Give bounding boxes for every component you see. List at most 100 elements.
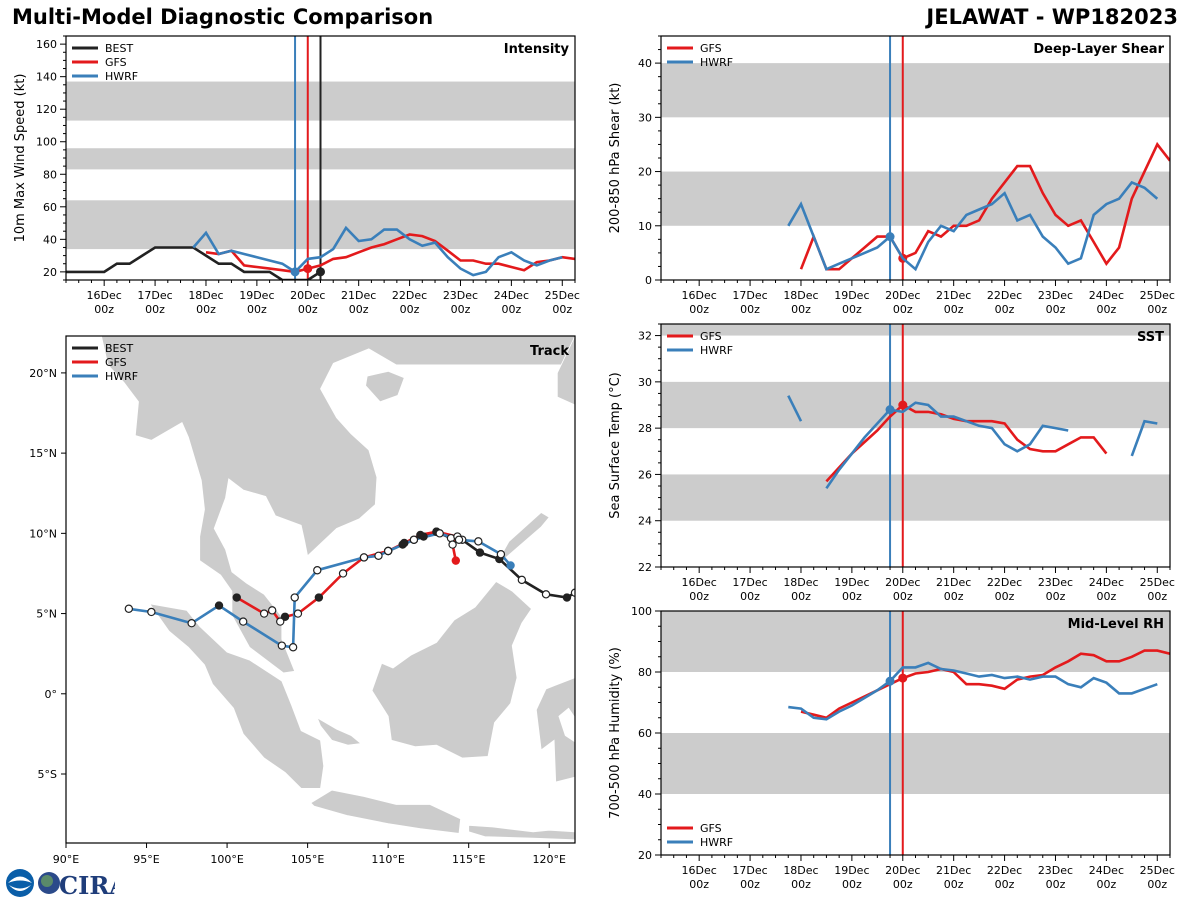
x-tick-label-day: 20Dec	[885, 289, 920, 302]
y-tick-label: 80	[638, 666, 652, 679]
track-point-gfs	[276, 617, 285, 626]
shaded-band	[661, 381, 1170, 429]
init-marker-gfs	[303, 264, 313, 274]
x-tick-label-hour: 00z	[1147, 878, 1167, 891]
x-tick-label-day: 19Dec	[239, 289, 274, 302]
track-point-gfs	[338, 569, 348, 578]
y-tick-label: 80	[43, 168, 57, 181]
track-point-hwrf	[214, 601, 224, 610]
land-mainland-asia	[100, 336, 575, 674]
legend-item-hwrf: HWRF	[667, 836, 733, 849]
x-tick-label-day: 17Dec	[137, 289, 172, 302]
panel-title: Intensity	[504, 42, 570, 57]
y-tick-label: 26	[638, 468, 652, 481]
x-tick-label-day: 20Dec	[885, 576, 920, 589]
track-point-hwrf	[238, 617, 248, 626]
track-point-hwrf	[147, 607, 156, 617]
land-sumatra	[148, 603, 325, 789]
x-tick-label-hour: 00z	[1096, 878, 1116, 891]
cira-logo: CIRA	[6, 869, 115, 898]
y-tick-label: 10	[638, 220, 652, 233]
init-lines	[889, 611, 904, 855]
legend-label: HWRF	[700, 56, 733, 69]
x-tick-label-day: 22Dec	[987, 864, 1022, 877]
track-point-gfs	[232, 593, 241, 602]
panel-title: Track	[530, 344, 569, 359]
track-map-land	[100, 336, 575, 841]
chart-shear: 01020304016Dec00z17Dec00z18Dec00z19Dec00…	[608, 35, 1175, 316]
track-point-best	[541, 590, 551, 599]
track-point-hwrf	[409, 535, 419, 544]
y-tick-label: 30	[638, 376, 652, 389]
init-marker-hwrf	[885, 232, 895, 242]
y-tick-label: 100	[631, 605, 652, 618]
y-axis-title: 700-500 hPa Humidity (%)	[608, 647, 623, 819]
track-point-hwrf	[506, 561, 515, 570]
init-marker-hwrf	[885, 405, 895, 415]
x-tick-label-day: 24Dec	[494, 289, 529, 302]
legend-label: GFS	[700, 822, 722, 835]
x-tick-label-hour: 00z	[791, 878, 811, 891]
x-tick-label-day: 16Dec	[87, 289, 122, 302]
track-point-hwrf	[359, 553, 369, 562]
x-tick-label-day: 25Dec	[1140, 864, 1175, 877]
legend-label: HWRF	[700, 836, 733, 849]
x-tick-label-day: 18Dec	[188, 289, 223, 302]
x-tick-label-day: 22Dec	[987, 576, 1022, 589]
x-tick-label-hour: 00z	[1046, 303, 1066, 316]
legend-item-gfs: GFS	[72, 56, 127, 69]
x-tick-label-day: 17Dec	[732, 289, 767, 302]
track-point-hwrf	[288, 643, 298, 652]
track-point-gfs	[400, 538, 409, 548]
track-point-hwrf	[496, 550, 506, 559]
legend-label: GFS	[105, 356, 127, 369]
x-tick-label-day: 18Dec	[783, 289, 818, 302]
lat-tick-label: 15°N	[29, 447, 57, 460]
legend-item-hwrf: HWRF	[72, 370, 138, 383]
x-tick-label-day: 21Dec	[341, 289, 376, 302]
series-line-hwrf	[825, 401, 1069, 490]
legend-item-best: BEST	[72, 342, 133, 355]
land-sulawesi	[535, 677, 575, 783]
y-axis-title: 10m Max Wind Speed (kt)	[13, 74, 28, 243]
init-lines	[889, 324, 904, 567]
x-tick-label-hour: 00z	[944, 878, 964, 891]
x-tick-label-day: 18Dec	[783, 864, 818, 877]
land-borneo	[371, 580, 533, 759]
lat-tick-label: 5°N	[36, 608, 57, 621]
x-tick-label-hour: 00z	[740, 590, 760, 603]
x-tick-label-day: 19Dec	[834, 289, 869, 302]
x-tick-label-hour: 00z	[842, 878, 862, 891]
x-tick-label-hour: 00z	[501, 303, 521, 316]
track-point-gfs	[259, 609, 269, 618]
y-tick-label: 60	[638, 727, 652, 740]
init-marker-gfs	[898, 673, 908, 683]
series	[787, 141, 1170, 272]
track-point-best	[562, 593, 572, 602]
x-tick-label-day: 25Dec	[545, 289, 580, 302]
series-line-gfs	[205, 233, 575, 274]
x-tick-label-hour: 00z	[944, 303, 964, 316]
legend-item-best: BEST	[72, 42, 133, 55]
x-tick-label-day: 21Dec	[936, 289, 971, 302]
legend-label: BEST	[105, 342, 133, 355]
plot-frame	[660, 323, 1171, 568]
lat-tick-label: 10°N	[29, 527, 57, 540]
x-tick-label-hour: 00z	[995, 878, 1015, 891]
legend-item-gfs: GFS	[667, 330, 722, 343]
x-tick-label-day: 24Dec	[1089, 864, 1124, 877]
legend-label: HWRF	[105, 70, 138, 83]
x-tick-label-day: 24Dec	[1089, 289, 1124, 302]
x-tick-label-hour: 00z	[995, 590, 1015, 603]
shaded-band	[661, 324, 1170, 336]
legend-item-hwrf: HWRF	[72, 70, 138, 83]
legend-item-gfs: GFS	[667, 822, 722, 835]
main-title: Multi-Model Diagnostic Comparison	[12, 5, 434, 29]
x-tick-label-hour: 00z	[842, 590, 862, 603]
shaded-band	[661, 63, 1170, 118]
x-tick-label-day: 16Dec	[682, 289, 717, 302]
